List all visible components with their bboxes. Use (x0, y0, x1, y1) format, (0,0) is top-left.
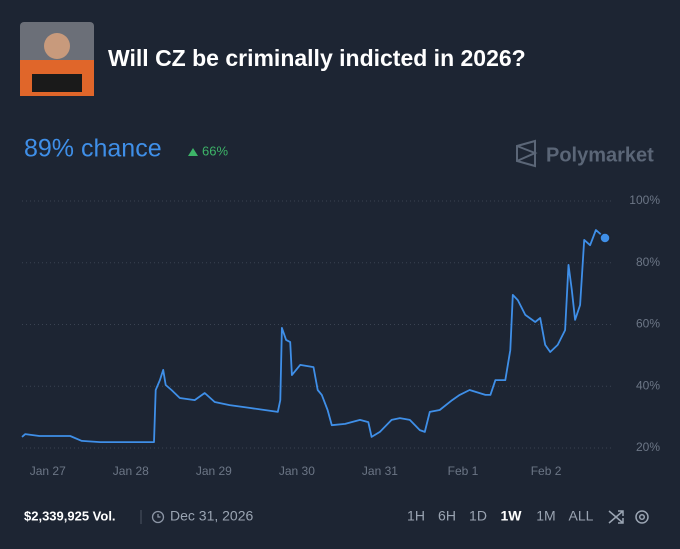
market-image (20, 22, 94, 96)
chart: 20% 40% 60% 80% 100% Jan 27 Jan 28 Jan 29 Jan 30… (21, 193, 660, 478)
x-tick-label: Feb 1 (448, 464, 479, 478)
shuffle-icon[interactable] (608, 510, 624, 524)
x-tick-label: Jan 27 (30, 464, 66, 478)
brand-logo (516, 139, 538, 168)
x-tick-label: Jan 31 (362, 464, 398, 478)
up-arrow (188, 148, 198, 156)
x-tick-label: Feb 2 (531, 464, 562, 478)
y-tick-label: 40% (636, 378, 660, 392)
market-title: Will CZ be criminally indicted in 2026? (108, 45, 526, 71)
y-tick-label: 80% (636, 255, 660, 269)
brand: Polymarket (546, 144, 654, 166)
range-button[interactable]: 1M (536, 508, 555, 524)
chance: 89% chance (24, 135, 162, 163)
x-tick-label: Jan 28 (113, 464, 149, 478)
price-line (21, 229, 606, 443)
settings-icon[interactable] (635, 510, 649, 524)
y-tick-label: 60% (636, 317, 660, 331)
x-tick-label: Jan 30 (279, 464, 315, 478)
range-button[interactable]: ALL (569, 508, 594, 524)
range-button[interactable]: 1D (469, 508, 487, 524)
range-button[interactable]: 1H (407, 508, 425, 524)
current-point (599, 232, 611, 244)
change: 66% (202, 143, 228, 158)
y-tick-label: 100% (629, 193, 660, 207)
end-date: Dec 31, 2026 (170, 508, 253, 524)
range-buttons: 1H 6H 1D 1W 1M ALL (407, 508, 594, 524)
range-button[interactable]: 1W (501, 508, 523, 524)
volume: $2,339,925 Vol. (24, 508, 116, 523)
x-tick-label: Jan 29 (196, 464, 232, 478)
clock-icon (151, 510, 165, 524)
y-tick-label: 20% (636, 440, 660, 454)
range-button[interactable]: 6H (438, 508, 456, 524)
